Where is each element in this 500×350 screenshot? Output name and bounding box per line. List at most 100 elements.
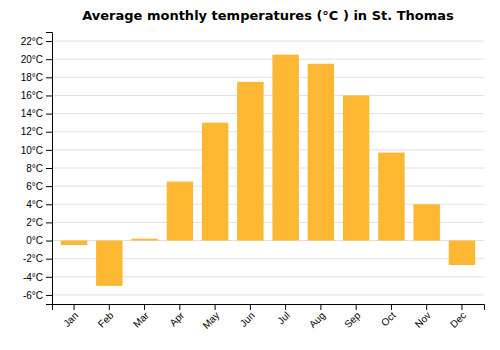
- x-tick-mark: [74, 304, 75, 310]
- chart-svg: -6°C -4°C -2°C 0°C 2°C 4°C 6°C 8°C 10°C 12°C 14°C 1…: [0, 0, 500, 350]
- x-tick-label: Feb: [96, 309, 116, 329]
- y-tick: 0°C: [26, 235, 52, 246]
- bars: [61, 55, 475, 286]
- y-tick: 4°C: [26, 199, 52, 210]
- x-tick-mark: [250, 304, 251, 310]
- y-tick-label: 14°C: [21, 108, 43, 119]
- x-tick-label: May: [200, 310, 221, 331]
- grid-line: [52, 77, 484, 78]
- x-tick: Jul: [275, 304, 292, 326]
- y-tick: 12°C: [21, 126, 52, 137]
- bar: [413, 204, 439, 240]
- x-tick: Dec: [448, 304, 468, 330]
- bar: [343, 95, 369, 240]
- y-tick-label: 22°C: [21, 36, 43, 47]
- y-tick-mark: [46, 77, 52, 78]
- x-tick-mark: [179, 304, 180, 310]
- x-tick-label: Apr: [167, 309, 186, 328]
- grid-line: [52, 168, 484, 169]
- x-tick: Aug: [307, 304, 327, 330]
- y-tick-label: -6°C: [23, 290, 43, 301]
- x-tick-label: Jun: [238, 310, 257, 329]
- y-tick-mark: [46, 150, 52, 151]
- y-tick: 8°C: [26, 163, 52, 174]
- y-axis: -6°C -4°C -2°C 0°C 2°C 4°C 6°C 8°C 10°C 12°C 14°C 1…: [21, 33, 53, 305]
- x-tick: Nov: [413, 304, 433, 330]
- y-tick: -6°C: [23, 290, 52, 301]
- x-tick: Apr: [167, 304, 186, 328]
- y-tick-mark: [46, 259, 52, 260]
- y-tick-mark: [46, 114, 52, 115]
- y-tick-label: 12°C: [21, 126, 43, 137]
- y-tick: 16°C: [21, 90, 52, 101]
- y-tick-mark: [46, 41, 52, 42]
- x-tick: Oct: [379, 304, 398, 328]
- y-tick-label: 20°C: [21, 54, 43, 65]
- y-tick-mark: [46, 204, 52, 205]
- x-tick-label: Mar: [131, 309, 151, 329]
- y-axis-line: [46, 33, 53, 305]
- y-tick: 18°C: [21, 72, 52, 83]
- y-tick-mark: [46, 222, 52, 223]
- y-tick: 2°C: [26, 217, 52, 228]
- x-tick: Sep: [342, 304, 363, 330]
- x-tick-mark: [215, 304, 216, 310]
- bar: [237, 82, 263, 241]
- x-tick-label: Sep: [342, 309, 363, 330]
- y-tick-mark: [46, 277, 52, 278]
- x-tick-mark: [109, 304, 110, 310]
- bar: [378, 153, 404, 241]
- x-tick-mark: [144, 304, 145, 310]
- grid-line: [52, 59, 484, 60]
- grid: [52, 41, 484, 295]
- bar: [131, 239, 157, 241]
- bar: [272, 55, 298, 241]
- y-tick-mark: [46, 241, 52, 242]
- grid-line: [52, 41, 484, 42]
- y-tick-mark: [46, 95, 52, 96]
- bar: [167, 182, 193, 241]
- y-tick: 6°C: [26, 181, 52, 192]
- y-tick-mark: [46, 168, 52, 169]
- x-tick: Mar: [131, 304, 151, 330]
- x-tick-mark: [356, 304, 357, 310]
- y-tick-label: -4°C: [23, 272, 43, 283]
- y-tick-label: 16°C: [21, 90, 43, 101]
- x-tick-label: Nov: [413, 310, 433, 330]
- x-tick: May: [200, 304, 221, 331]
- y-tick: 22°C: [21, 36, 52, 47]
- grid-line: [52, 294, 484, 295]
- y-tick-label: 8°C: [26, 163, 43, 174]
- bar: [308, 64, 334, 241]
- y-tick: 20°C: [21, 54, 52, 65]
- x-tick-mark: [461, 304, 462, 310]
- plot-area: -6°C -4°C -2°C 0°C 2°C 4°C 6°C 8°C 10°C 12°C 14°C 1…: [21, 33, 485, 331]
- x-tick-mark: [320, 304, 321, 310]
- y-tick-label: 2°C: [26, 217, 43, 228]
- x-tick: Jan: [61, 304, 80, 329]
- y-tick-label: 6°C: [26, 181, 43, 192]
- chart-container: -6°C -4°C -2°C 0°C 2°C 4°C 6°C 8°C 10°C 12°C 14°C 1…: [0, 0, 500, 350]
- bar: [96, 241, 122, 286]
- title: Average monthly temperatures (°C ) in St…: [82, 8, 454, 23]
- grid-line: [52, 95, 484, 96]
- y-tick-label: 10°C: [21, 145, 43, 156]
- y-tick-mark: [46, 295, 52, 296]
- y-tick-label: 0°C: [26, 235, 43, 246]
- grid-line: [52, 186, 484, 187]
- x-tick-mark: [426, 304, 427, 310]
- x-axis: Jan Feb Mar Apr May Jun Jul Aug Sep Oct Nov Dec: [53, 304, 485, 331]
- grid-line: [52, 149, 484, 150]
- y-tick: 10°C: [21, 145, 52, 156]
- x-tick-label: Oct: [379, 310, 398, 329]
- grid-line: [52, 113, 484, 114]
- x-tick-label: Jan: [61, 310, 80, 329]
- x-tick-label: Jul: [275, 310, 292, 327]
- x-tick: Feb: [96, 304, 116, 330]
- y-tick-label: -2°C: [23, 253, 43, 264]
- x-tick-mark: [391, 304, 392, 310]
- x-tick-label: Aug: [307, 310, 327, 330]
- y-tick: -2°C: [23, 253, 52, 264]
- y-tick: -4°C: [23, 272, 52, 283]
- y-tick: 14°C: [21, 108, 52, 119]
